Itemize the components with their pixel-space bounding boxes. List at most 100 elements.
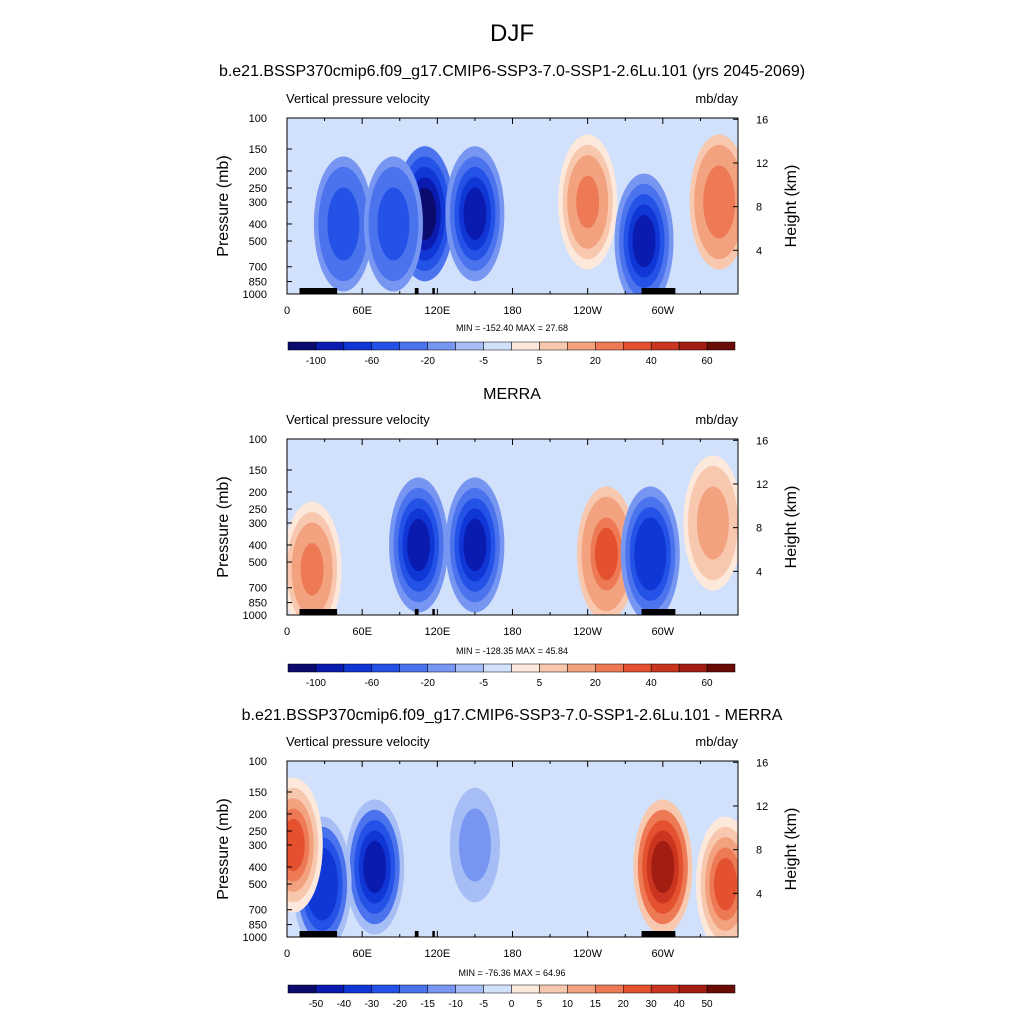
- panel-3-colorbar-label: 10: [562, 999, 574, 1010]
- panel-1-units-label: mb/day: [695, 91, 738, 106]
- panel-2-y2tick-label: 16: [756, 435, 768, 447]
- panel-3-topography-0: [299, 931, 331, 937]
- panel-3-colorbar-box: [343, 984, 373, 994]
- panel-2-variable-label: Vertical pressure velocity: [286, 412, 430, 427]
- panel-3-colorbar-label: -50: [309, 999, 324, 1010]
- panel-3-ytick-label: 400: [249, 862, 267, 874]
- panel-3-colorbar-label: 5: [537, 999, 543, 1010]
- panel-3-colorbar-label: -30: [365, 999, 380, 1010]
- panel-1-colorbar-box: [567, 341, 596, 351]
- panel-3-colorbar-label: -40: [337, 999, 352, 1010]
- panel-3-topography-1: [324, 931, 338, 937]
- panel-2-feature-1: [463, 518, 487, 572]
- panel-3-stats: MIN = -76.36 MAX = 64.96: [458, 968, 565, 978]
- panel-1-colorbar-label: -60: [365, 356, 380, 367]
- panel-1-feature-0: [331, 197, 355, 251]
- panel-1-ytick-label: 400: [249, 219, 267, 231]
- panel-1-colorbar-box: [650, 341, 680, 351]
- panel-1-colorbar-box: [399, 341, 428, 351]
- panel-2-feature-5: [701, 496, 725, 550]
- panel-2-colorbar-box: [371, 663, 400, 673]
- panel-2-topography-0: [299, 609, 331, 615]
- panel-1-colorbar-box: [623, 341, 652, 351]
- panel-1-feature-6: [707, 175, 731, 229]
- panel-2-colorbar-box: [678, 663, 708, 673]
- panel-1-ytick-label: 150: [249, 144, 267, 156]
- panel-2-xtick-label: 0: [284, 626, 290, 638]
- panel-3-y2tick-label: 16: [756, 757, 768, 769]
- panel-1-ytick-label: 500: [249, 236, 267, 248]
- panel-3-ytick-label: 850: [249, 920, 267, 932]
- panel-2-xtick-label: 120E: [424, 626, 450, 638]
- panel-3-feature-2: [287, 818, 305, 872]
- panel-3-colorbar-label: -20: [393, 999, 408, 1010]
- panel-3-xtick-label: 60W: [652, 948, 675, 960]
- panel-1-topography-4: [641, 288, 676, 294]
- panel-2-colorbar-box: [623, 663, 652, 673]
- panel-1-colorbar-label: -5: [479, 356, 488, 367]
- panel-1-colorbar-label: 5: [537, 356, 543, 367]
- panel-2-ylabel: Pressure (mb): [215, 476, 232, 577]
- panel-1-feature-4: [576, 175, 600, 229]
- panel-3-colorbar-box: [567, 984, 596, 994]
- panel-1-field: [287, 118, 738, 294]
- panel-2-topography-2: [414, 609, 419, 615]
- panel-1-feature-2: [463, 187, 487, 240]
- panel-1-colorbar-box: [678, 341, 708, 351]
- panel-2-field: [287, 439, 738, 615]
- panel-3-topography-2: [414, 931, 419, 937]
- panel-1-colorbar-box: [315, 341, 345, 351]
- panel-2-colorbar-label: 60: [702, 678, 714, 689]
- panel-2-topography-1: [324, 609, 338, 615]
- panel-1-colorbar-box: [595, 341, 624, 351]
- panel-3-units-label: mb/day: [695, 734, 738, 749]
- panel-1-colorbar-box: [483, 341, 512, 351]
- panel-3-ytick-label: 150: [249, 787, 267, 799]
- panel-1-xtick-label: 60E: [352, 305, 372, 317]
- panel-2-ytick-label: 150: [249, 465, 267, 477]
- panel-2-colorbar-box: [650, 663, 680, 673]
- panel-3-xtick-label: 180: [503, 948, 521, 960]
- panel-3-topography-4: [641, 931, 676, 937]
- panel-2-colorbar-box: [287, 663, 317, 673]
- panel-1-xtick-label: 120E: [424, 305, 450, 317]
- panel-2-colorbar-box: [399, 663, 428, 673]
- panel-2-colorbar-box: [595, 663, 624, 673]
- panel-3-feature-4: [713, 857, 737, 911]
- panel-3-feature-0: [363, 840, 387, 894]
- panel-2-colorbar-box: [511, 663, 540, 673]
- panel-3-colorbar-box: [595, 984, 624, 994]
- panel-2-y2tick-label: 8: [756, 523, 762, 535]
- panel-3-colorbar-label: 50: [702, 999, 714, 1010]
- panel-1-ytick-label: 1000: [243, 289, 267, 301]
- panel-3-ytick-label: 700: [249, 905, 267, 917]
- panel-2-ytick-label: 200: [249, 487, 267, 499]
- panel-2-colorbar-box: [706, 663, 736, 673]
- panel-1-colorbar-box: [343, 341, 373, 351]
- panel-2-feature-0: [407, 518, 431, 572]
- panel-3-colorbar-box: [399, 984, 428, 994]
- panel-1-ytick-label: 100: [249, 113, 267, 125]
- panel-1-topography-0: [299, 288, 331, 294]
- panel-1-colorbar-label: 60: [702, 356, 714, 367]
- panel-2-ytick-label: 250: [249, 504, 267, 516]
- panel-3-colorbar-label: -5: [479, 999, 488, 1010]
- panel-3-field: [287, 761, 738, 937]
- panel-2-topography-4: [641, 609, 676, 615]
- panel-2-y2tick-label: 4: [756, 566, 762, 578]
- panel-1-colorbar-box: [287, 341, 317, 351]
- panel-1-ytick-label: 300: [249, 197, 267, 209]
- panel-3-ytick-label: 1000: [243, 932, 267, 944]
- panel-3-topography-3: [432, 931, 435, 937]
- panel-1-y2label: Height (km): [783, 165, 800, 248]
- panel-3-plot: 0 60E 120E 180 120W 60W1001502002503004005007…: [215, 756, 800, 1010]
- panel-1-topography-3: [432, 288, 435, 294]
- panel-3-xtick-label: 60E: [352, 948, 372, 960]
- panel-2-colorbar-label: -100: [306, 678, 326, 689]
- panel-3-y2tick-label: 12: [756, 801, 768, 813]
- panel-3-xtick-label: 0: [284, 948, 290, 960]
- panel-1-ylabel: Pressure (mb): [215, 155, 232, 256]
- panel-2-ytick-label: 100: [249, 434, 267, 446]
- panel-3-ytick-label: 250: [249, 826, 267, 838]
